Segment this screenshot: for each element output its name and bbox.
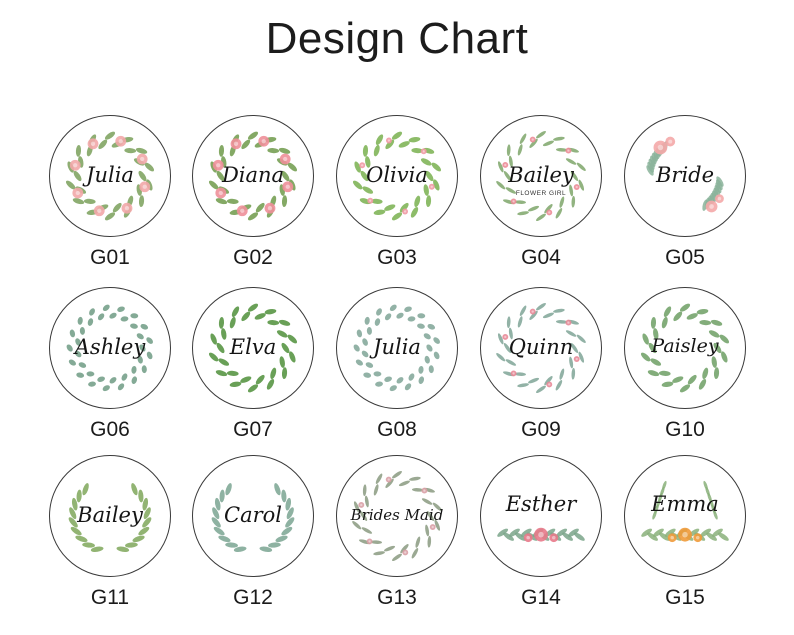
design-preview[interactable]: Brides Maid [336,455,458,577]
design-preview[interactable]: Julia [336,287,458,409]
design-option[interactable]: Bailey G11 [45,455,175,610]
wreath-illustration [68,483,152,553]
design-code: G03 [377,246,417,269]
design-code: G15 [665,586,705,609]
design-name: Bride [655,163,715,187]
wreath-illustration [641,480,729,543]
design-option[interactable]: Elva G07 [188,287,318,442]
design-code: G12 [233,586,273,609]
wreath-illustration [65,131,155,221]
design-code: G05 [665,246,705,269]
design-preview[interactable]: Ashley [49,287,171,409]
design-option[interactable]: Julia G08 [332,287,462,442]
design-preview[interactable]: Bailey [49,455,171,577]
design-preview[interactable]: Diana [192,115,314,237]
design-name: Emma [651,492,719,516]
design-name: Brides Maid [350,506,444,524]
design-code: G10 [665,418,705,441]
design-code: G02 [233,246,273,269]
design-name: Paisley [651,335,719,357]
design-name: Olivia [366,163,428,187]
design-preview[interactable]: Emma [624,455,746,577]
design-option[interactable]: Esther G14 [476,455,606,610]
design-option[interactable]: Paisley G10 [620,287,750,442]
design-preview[interactable]: Julia [49,115,171,237]
design-code: G08 [377,418,417,441]
design-preview[interactable]: Esther [480,455,602,577]
design-preview[interactable]: Elva [192,287,314,409]
design-code: G04 [521,246,561,269]
wreath-illustration [66,304,153,392]
design-option[interactable]: Quinn G09 [476,287,606,442]
wreath-illustration [496,131,586,221]
design-preview[interactable]: Bride [624,115,746,237]
wreath-illustration [646,136,724,213]
wreath-illustration [640,303,730,393]
design-option[interactable]: Julia G01 [45,115,175,270]
design-subtitle: FLOWER GIRL [515,190,567,197]
design-option[interactable]: Bailey FLOWER GIRL G04 [476,115,606,270]
design-preview[interactable]: Bailey FLOWER GIRL [480,115,602,237]
design-option[interactable]: Bride G05 [620,115,750,270]
design-code: G01 [90,246,130,269]
design-name: Ashley [74,335,146,359]
wreath-illustration [496,303,586,393]
design-option[interactable]: Brides Maid G13 [332,455,462,610]
design-name: Diana [221,163,285,187]
design-option[interactable]: Emma G15 [620,455,750,610]
design-name: Elva [229,335,277,359]
design-option[interactable]: Ashley G06 [45,287,175,442]
design-name: Bailey [77,503,143,527]
wreath-illustration [352,471,442,561]
design-option[interactable]: Diana G02 [188,115,318,270]
wreath-illustration [208,303,298,393]
design-preview[interactable]: Quinn [480,287,602,409]
design-name: Bailey [508,163,574,187]
design-name: Carol [224,503,282,527]
design-code: G06 [90,418,130,441]
wreath-illustration [211,483,295,553]
design-preview[interactable]: Olivia [336,115,458,237]
design-code: G14 [521,586,561,609]
design-code: G09 [521,418,561,441]
page-title: Design Chart [265,14,529,63]
wreath-illustration [208,131,298,221]
design-preview[interactable]: Paisley [624,287,746,409]
design-code: G07 [233,418,273,441]
design-name: Julia [86,163,134,187]
design-option[interactable]: Olivia G03 [332,115,462,270]
design-option[interactable]: Carol G12 [188,455,318,610]
design-name: Esther [505,492,577,516]
design-name: Quinn [508,335,574,359]
design-preview[interactable]: Carol [192,455,314,577]
design-name: Julia [373,335,421,359]
design-code: G11 [90,586,130,609]
design-code: G13 [377,586,417,609]
wreath-illustration [352,131,442,221]
wreath-illustration [353,304,440,392]
wreath-illustration [497,527,585,543]
